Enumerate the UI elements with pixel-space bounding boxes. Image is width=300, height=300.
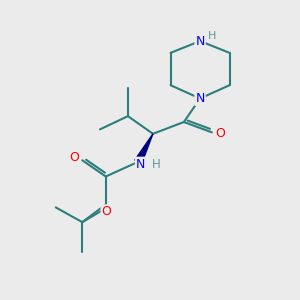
Text: N: N (195, 92, 205, 105)
Text: H: H (208, 31, 217, 41)
Text: O: O (69, 152, 79, 164)
Text: N: N (136, 158, 145, 171)
Polygon shape (135, 134, 153, 164)
Text: N: N (195, 34, 205, 48)
Text: H: H (152, 158, 161, 171)
Text: O: O (101, 205, 111, 218)
Text: O: O (215, 127, 225, 140)
